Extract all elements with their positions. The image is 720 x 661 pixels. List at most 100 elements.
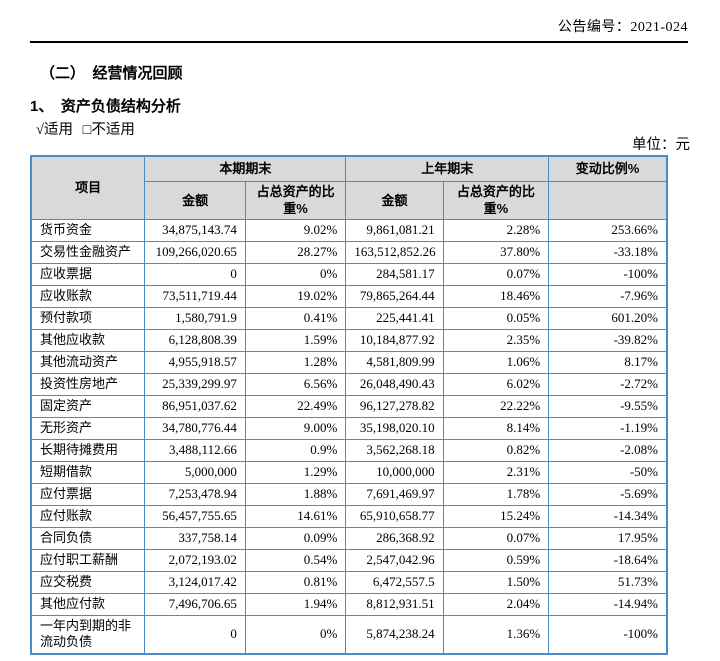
- current-amount-cell: 3,124,017.42: [144, 570, 246, 594]
- col-header-ratio-prior: 占总资产的比重%: [442, 180, 550, 220]
- current-ratio-cell: 1.94%: [244, 592, 347, 616]
- current-ratio-cell: 0%: [244, 614, 347, 654]
- current-amount-cell: 0: [144, 614, 246, 654]
- change-ratio-cell: -1.19%: [548, 416, 668, 440]
- current-ratio-cell: 0%: [244, 262, 347, 286]
- table-row: 一年内到期的非流动负债 0 0% 5,874,238.24 1.36% -100…: [30, 614, 668, 654]
- current-amount-cell: 73,511,719.44: [144, 284, 246, 308]
- subsection-heading: 1、 资产负债结构分析: [30, 98, 181, 115]
- change-ratio-cell: -2.08%: [548, 438, 668, 462]
- prior-ratio-cell: 2.28%: [442, 218, 550, 242]
- table-row: 应付职工薪酬 2,072,193.02 0.54% 2,547,042.96 0…: [30, 548, 668, 572]
- prior-ratio-cell: 1.50%: [442, 570, 550, 594]
- change-ratio-cell: -9.55%: [548, 394, 668, 418]
- current-amount-cell: 6,128,808.39: [144, 328, 246, 352]
- col-header-change-empty: [548, 180, 668, 220]
- change-ratio-cell: 8.17%: [548, 350, 668, 374]
- applicable-option: √适用: [36, 122, 73, 138]
- table-row: 其他流动资产 4,955,918.57 1.28% 4,581,809.99 1…: [30, 350, 668, 374]
- change-ratio-cell: -14.94%: [548, 592, 668, 616]
- announcement-number: 公告编号：2021-024: [557, 20, 688, 35]
- prior-ratio-cell: 8.14%: [442, 416, 550, 440]
- prior-ratio-cell: 0.07%: [442, 262, 550, 286]
- prior-amount-cell: 9,861,081.21: [345, 218, 444, 242]
- current-ratio-cell: 28.27%: [244, 240, 347, 264]
- change-ratio-cell: -100%: [548, 262, 668, 286]
- prior-amount-cell: 286,368.92: [345, 526, 444, 550]
- prior-amount-cell: 8,812,931.51: [345, 592, 444, 616]
- table-row: 投资性房地产 25,339,299.97 6.56% 26,048,490.43…: [30, 372, 668, 396]
- current-ratio-cell: 0.54%: [244, 548, 347, 572]
- current-amount-cell: 25,339,299.97: [144, 372, 246, 396]
- prior-ratio-cell: 37.80%: [442, 240, 550, 264]
- change-ratio-cell: 253.66%: [548, 218, 668, 242]
- table-row: 合同负债 337,758.14 0.09% 286,368.92 0.07% 1…: [30, 526, 668, 550]
- header-row-groups: 项目 本期期末 上年期末 变动比例%: [30, 155, 668, 220]
- current-amount-cell: 34,780,776.44: [144, 416, 246, 440]
- current-amount-cell: 109,266,020.65: [144, 240, 246, 264]
- prior-ratio-cell: 22.22%: [442, 394, 550, 418]
- table-row: 应付票据 7,253,478.94 1.88% 7,691,469.97 1.7…: [30, 482, 668, 506]
- prior-ratio-cell: 0.59%: [442, 548, 550, 572]
- current-ratio-cell: 0.9%: [244, 438, 347, 462]
- item-cell: 应交税费: [30, 570, 146, 594]
- table-row: 无形资产 34,780,776.44 9.00% 35,198,020.10 8…: [30, 416, 668, 440]
- item-cell: 短期借款: [30, 460, 146, 484]
- change-ratio-cell: -100%: [548, 614, 668, 654]
- current-ratio-cell: 0.41%: [244, 306, 347, 330]
- prior-ratio-cell: 0.05%: [442, 306, 550, 330]
- prior-ratio-cell: 0.82%: [442, 438, 550, 462]
- unit-label: 单位：元: [632, 137, 690, 153]
- item-cell: 一年内到期的非流动负债: [30, 614, 146, 654]
- current-ratio-cell: 6.56%: [244, 372, 347, 396]
- change-ratio-cell: -33.18%: [548, 240, 668, 264]
- change-ratio-cell: 601.20%: [548, 306, 668, 330]
- header-row-subcolumns: 金额 占总资产的比重% 金额 占总资产的比重%: [31, 180, 668, 220]
- current-amount-cell: 7,253,478.94: [144, 482, 246, 506]
- prior-amount-cell: 163,512,852.26: [345, 240, 444, 264]
- table-row: 长期待摊费用 3,488,112.66 0.9% 3,562,268.18 0.…: [30, 438, 668, 462]
- prior-amount-cell: 225,441.41: [345, 306, 444, 330]
- prior-ratio-cell: 1.78%: [442, 482, 550, 506]
- prior-ratio-cell: 6.02%: [442, 372, 550, 396]
- col-header-item: 项目: [30, 155, 146, 220]
- item-cell: 合同负债: [30, 526, 146, 550]
- col-header-current-period: 本期期末: [144, 155, 347, 182]
- current-amount-cell: 2,072,193.02: [144, 548, 246, 572]
- prior-amount-cell: 284,581.17: [345, 262, 444, 286]
- item-cell: 应付账款: [30, 504, 146, 528]
- prior-ratio-cell: 2.04%: [442, 592, 550, 616]
- current-amount-cell: 4,955,918.57: [144, 350, 246, 374]
- prior-amount-cell: 7,691,469.97: [345, 482, 444, 506]
- prior-amount-cell: 5,874,238.24: [345, 614, 444, 654]
- table-row: 应收票据 0 0% 284,581.17 0.07% -100%: [30, 262, 668, 286]
- prior-ratio-cell: 18.46%: [442, 284, 550, 308]
- change-ratio-cell: -2.72%: [548, 372, 668, 396]
- change-ratio-cell: 51.73%: [548, 570, 668, 594]
- change-ratio-cell: -50%: [548, 460, 668, 484]
- table-row: 其他应收款 6,128,808.39 1.59% 10,184,877.92 2…: [30, 328, 668, 352]
- current-ratio-cell: 19.02%: [244, 284, 347, 308]
- table-header: 项目 本期期末 上年期末 变动比例% 金额 占总资产的比重% 金额 占总资产的比…: [30, 155, 668, 220]
- item-cell: 其他应付款: [30, 592, 146, 616]
- prior-amount-cell: 35,198,020.10: [345, 416, 444, 440]
- col-header-amount-prior: 金额: [345, 180, 444, 220]
- col-header-amount-current: 金额: [144, 180, 246, 220]
- item-cell: 货币资金: [30, 218, 146, 242]
- applicability-line: √适用 □不适用: [36, 118, 141, 139]
- not-applicable-option: □不适用: [82, 122, 135, 138]
- change-ratio-cell: -18.64%: [548, 548, 668, 572]
- item-cell: 无形资产: [30, 416, 146, 440]
- prior-amount-cell: 6,472,557.5: [345, 570, 444, 594]
- current-amount-cell: 3,488,112.66: [144, 438, 246, 462]
- prior-amount-cell: 3,562,268.18: [345, 438, 444, 462]
- item-cell: 应付票据: [30, 482, 146, 506]
- item-cell: 应收票据: [30, 262, 146, 286]
- table-row: 预付款项 1,580,791.9 0.41% 225,441.41 0.05% …: [30, 306, 668, 330]
- change-ratio-cell: -39.82%: [548, 328, 668, 352]
- current-ratio-cell: 1.28%: [244, 350, 347, 374]
- current-ratio-cell: 1.59%: [244, 328, 347, 352]
- current-amount-cell: 7,496,706.65: [144, 592, 246, 616]
- change-ratio-cell: -7.96%: [548, 284, 668, 308]
